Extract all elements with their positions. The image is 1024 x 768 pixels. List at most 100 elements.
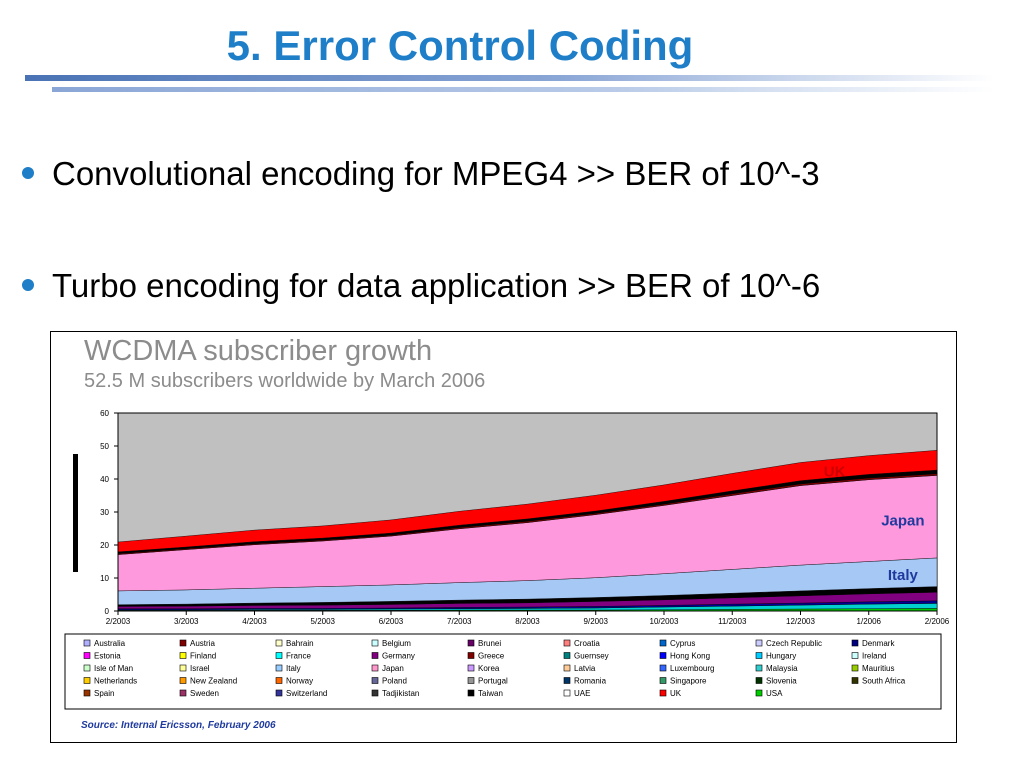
legend-swatch — [467, 664, 475, 672]
y-tick-label: 60 — [100, 409, 109, 418]
legend-label: Austria — [190, 639, 215, 648]
legend-label: Israel — [190, 664, 210, 673]
legend-label: Guernsey — [574, 652, 609, 661]
legend-label: Netherlands — [94, 677, 137, 686]
legend-swatch — [467, 677, 475, 684]
x-tick-label: 6/2003 — [379, 617, 404, 626]
legend-label: Ireland — [862, 652, 886, 661]
legend-swatch — [755, 664, 763, 672]
y-tick-label: 0 — [105, 607, 110, 616]
legend-swatch — [659, 689, 667, 697]
legend-label: Hong Kong — [670, 652, 710, 661]
legend-label: Romania — [574, 677, 607, 686]
y-tick-label: 40 — [100, 475, 109, 484]
x-tick-label: 3/2003 — [174, 617, 199, 626]
legend-swatch — [83, 664, 91, 672]
legend-label: Japan — [382, 664, 404, 673]
legend-label: Tadjikistan — [382, 689, 419, 698]
y-tick-label: 10 — [100, 574, 109, 583]
legend-label: Taiwan — [478, 689, 503, 698]
legend-swatch — [179, 677, 187, 684]
legend-label: Estonia — [94, 652, 121, 661]
legend-label: Belgium — [382, 639, 411, 648]
legend-swatch — [371, 639, 379, 647]
legend-swatch — [851, 652, 859, 659]
legend-label: New Zealand — [190, 677, 237, 686]
x-tick-label: 12/2003 — [786, 617, 815, 626]
legend-swatch — [563, 689, 571, 697]
x-tick-label: 4/2003 — [242, 617, 267, 626]
legend-swatch — [371, 652, 379, 659]
legend-label: Mauritius — [862, 664, 894, 673]
legend-swatch — [659, 652, 667, 659]
legend-label: Italy — [286, 664, 301, 673]
legend-swatch — [563, 677, 571, 684]
slide-title: 5. Error Control Coding — [226, 22, 694, 69]
annotation-label: Japan — [881, 513, 924, 530]
legend-box — [64, 633, 942, 710]
legend-label: Finland — [190, 652, 216, 661]
legend-label: Sweden — [190, 689, 219, 698]
legend-swatch — [563, 664, 571, 672]
x-tick-label: 2/2003 — [106, 617, 131, 626]
legend-label: Isle of Man — [94, 664, 133, 673]
chart-source-note: Source: Internal Ericsson, February 2006 — [81, 720, 276, 731]
legend-label: Latvia — [574, 664, 596, 673]
x-tick-label: 1/2006 — [857, 617, 882, 626]
x-tick-label: 2/2006 — [925, 617, 950, 626]
legend-swatch — [275, 652, 283, 659]
legend-swatch — [83, 652, 91, 659]
legend-label: Korea — [478, 664, 500, 673]
bullet-item: Turbo encoding for data application >> B… — [22, 267, 820, 305]
legend-swatch — [83, 639, 91, 647]
legend-label: Croatia — [574, 639, 600, 648]
legend-swatch — [467, 639, 475, 647]
legend-swatch — [275, 664, 283, 672]
legend-swatch — [659, 677, 667, 684]
legend-swatch — [275, 639, 283, 647]
legend-swatch — [179, 639, 187, 647]
legend-swatch — [755, 677, 763, 684]
wcdma-growth-chart: WCDMA subscriber growth 52.5 M subscribe… — [64, 335, 950, 731]
x-tick-label: 5/2003 — [311, 617, 336, 626]
legend-swatch — [179, 652, 187, 659]
legend-label: Singapore — [670, 677, 707, 686]
legend-label: France — [286, 652, 311, 661]
legend-swatch — [371, 689, 379, 697]
legend-label: Czech Republic — [766, 639, 822, 648]
bullet-text: Turbo encoding for data application >> B… — [52, 267, 821, 304]
legend-label: Cyprus — [670, 639, 695, 648]
x-tick-label: 9/2003 — [584, 617, 609, 626]
legend-swatch — [179, 664, 187, 672]
legend-label: Hungary — [766, 652, 796, 661]
legend-label: Germany — [382, 652, 415, 661]
annotation-label: UK — [824, 464, 846, 481]
chart-subtitle: 52.5 M subscribers worldwide by March 20… — [84, 370, 485, 392]
legend-swatch — [755, 689, 763, 697]
legend-swatch — [755, 652, 763, 659]
x-tick-label: 10/2003 — [650, 617, 679, 626]
legend-swatch — [563, 652, 571, 659]
legend-label: Spain — [94, 689, 114, 698]
bullet-dot-icon — [22, 167, 34, 180]
legend-swatch — [275, 677, 283, 684]
y-tick-label: 50 — [100, 442, 109, 451]
legend-swatch — [83, 677, 91, 684]
legend-label: UAE — [574, 689, 590, 698]
legend-swatch — [371, 664, 379, 672]
legend-swatch — [851, 677, 859, 684]
legend-label: USA — [766, 689, 783, 698]
legend-label: Portugal — [478, 677, 508, 686]
legend-swatch — [467, 689, 475, 697]
y-tick-label: 20 — [100, 541, 109, 550]
title-underline-bottom — [52, 87, 994, 92]
legend-label: South Africa — [862, 677, 906, 686]
vertical-axis-bar — [73, 454, 78, 572]
legend-label: Greece — [478, 652, 505, 661]
bullet-item: Convolutional encoding for MPEG4 >> BER … — [22, 155, 820, 193]
area-series-uk — [117, 450, 938, 553]
legend-swatch — [851, 639, 859, 647]
legend-label: Switzerland — [286, 689, 327, 698]
bullet-dot-icon — [22, 279, 34, 292]
legend-label: Norway — [286, 677, 313, 686]
